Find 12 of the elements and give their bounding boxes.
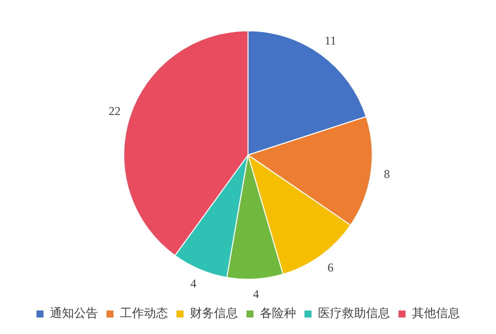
legend-label: 通知公告 (50, 306, 98, 320)
legend-label: 工作动态 (120, 306, 168, 320)
data-label: 22 (108, 104, 121, 118)
data-label: 4 (253, 287, 260, 302)
data-label: 4 (190, 276, 196, 290)
data-label: 6 (327, 260, 334, 275)
legend-label: 医疗救助信息 (318, 306, 390, 320)
legend-label: 各险种 (260, 306, 296, 320)
legend-label: 财务信息 (190, 306, 238, 320)
legend-label: 其他信息 (412, 306, 460, 320)
data-label: 11 (324, 34, 336, 48)
data-label: 8 (384, 167, 390, 182)
